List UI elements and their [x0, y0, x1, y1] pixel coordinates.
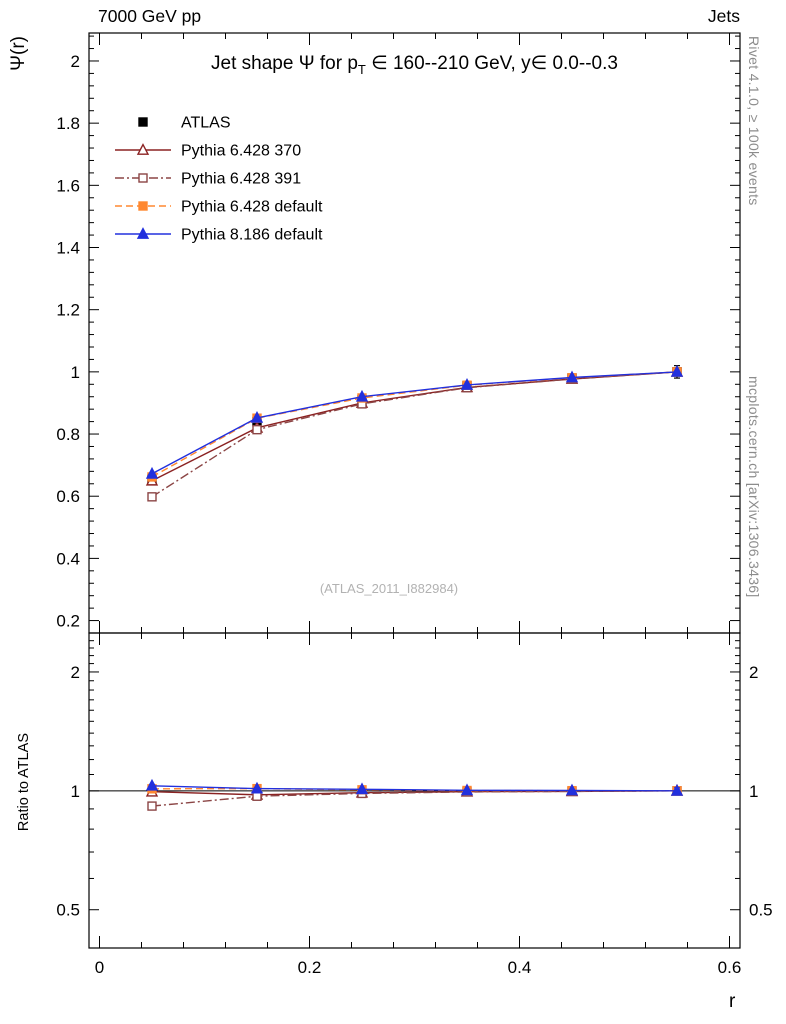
filled-triangle-marker-pythia-8-186-default	[136, 227, 150, 239]
open-triangle-marker-pythia-6-428-370	[136, 143, 150, 155]
filled-triangle-marker-pythia-8-186-default	[670, 783, 684, 796]
filled-triangle-marker-pythia-8-186-default	[145, 778, 159, 791]
filled-triangle-marker-pythia-8-186-default	[250, 410, 264, 423]
x-tick-label: 0.4	[508, 958, 532, 977]
plot-title-main: Jet shape Ψ for p	[211, 53, 358, 74]
legend-label-pythia-6-428-default: Pythia 6.428 default	[181, 199, 323, 216]
filled-triangle-marker-pythia-8-186-default	[565, 370, 579, 383]
x-axis-label: r	[729, 991, 736, 1012]
series-line-pythia-6-428-391	[151, 790, 678, 807]
filled-triangle-marker-pythia-8-186-default	[250, 781, 264, 794]
beam-energy-label: 7000 GeV pp	[98, 6, 202, 26]
y-tick-label-main: 1.4	[56, 239, 80, 258]
legend-label-pythia-6-428-370: Pythia 6.428 370	[181, 143, 301, 160]
y-tick-label-ratio-right: 2	[749, 663, 758, 682]
x-tick-label: 0	[95, 958, 104, 977]
observable-group-label: Jets	[707, 6, 740, 26]
y-tick-label-ratio-left: 1	[71, 782, 80, 801]
filled-square-marker-pythia-6-428-default	[138, 201, 148, 211]
plot-title-subscript: T	[357, 62, 366, 77]
series-line-pythia-6-428-370	[151, 371, 678, 482]
y-tick-label-ratio-left: 2	[71, 663, 80, 682]
series-line-pythia-6-428-391	[151, 371, 678, 498]
open-square-marker-pythia-6-428-391	[252, 424, 262, 435]
y-tick-label-main: 1.2	[56, 301, 80, 320]
filled-triangle-marker-pythia-8-186-default	[460, 378, 474, 390]
y-tick-label-main: 0.2	[56, 612, 80, 631]
x-tick-label: 0.2	[298, 958, 322, 977]
filled-square-marker-atlas	[138, 117, 148, 127]
plot-title: Jet shape Ψ for pT ∈ 160--210 GeV, y∈ 0.…	[89, 52, 740, 77]
mcplots-arxiv-note: mcplots.cern.ch [arXiv:1306.3436]	[746, 376, 762, 598]
y-tick-label-main: 0.4	[56, 549, 80, 568]
series-line-pythia-6-428-default	[151, 371, 678, 478]
y-tick-label-main: 0.8	[56, 425, 80, 444]
y-tick-label-ratio-right: 1	[749, 782, 758, 801]
filled-triangle-marker-pythia-8-186-default	[355, 389, 369, 402]
analysis-id-watermark: (ATLAS_2011_I882984)	[319, 581, 459, 596]
filled-triangle-marker-pythia-8-186-default	[355, 782, 369, 795]
y-tick-label-main: 1.8	[56, 114, 80, 133]
plot-title-tail: ∈ 160--210 GeV, y∈ 0.0--0.3	[365, 53, 618, 74]
y-tick-label-main: 1	[71, 363, 80, 382]
y-tick-label-ratio-right: 0.5	[749, 901, 773, 920]
y-tick-label-main: 1.6	[56, 176, 80, 195]
x-tick-label: 0.6	[718, 958, 742, 977]
filled-triangle-marker-pythia-8-186-default	[670, 364, 684, 377]
legend-label-pythia-8-186-default: Pythia 8.186 default	[181, 227, 323, 244]
y-tick-label-ratio-left: 0.5	[56, 901, 80, 920]
filled-triangle-marker-pythia-8-186-default	[565, 783, 579, 796]
legend-label-pythia-6-428-391: Pythia 6.428 391	[181, 171, 301, 188]
rivet-version-note: Rivet 4.1.0, ≥ 100k events	[746, 36, 762, 206]
filled-triangle-marker-pythia-8-186-default	[145, 466, 159, 479]
series-line-pythia-8-186-default	[151, 785, 678, 792]
legend-label-atlas: ATLAS	[181, 115, 231, 132]
open-square-marker-pythia-6-428-391	[138, 173, 148, 183]
open-square-marker-pythia-6-428-391	[147, 492, 157, 502]
open-square-marker-pythia-6-428-391	[147, 801, 157, 811]
y-tick-label-main: 0.6	[56, 487, 80, 506]
y-tick-label-main: 2	[71, 52, 80, 71]
filled-triangle-marker-pythia-8-186-default	[460, 783, 474, 796]
series-line-pythia-8-186-default	[151, 371, 678, 475]
